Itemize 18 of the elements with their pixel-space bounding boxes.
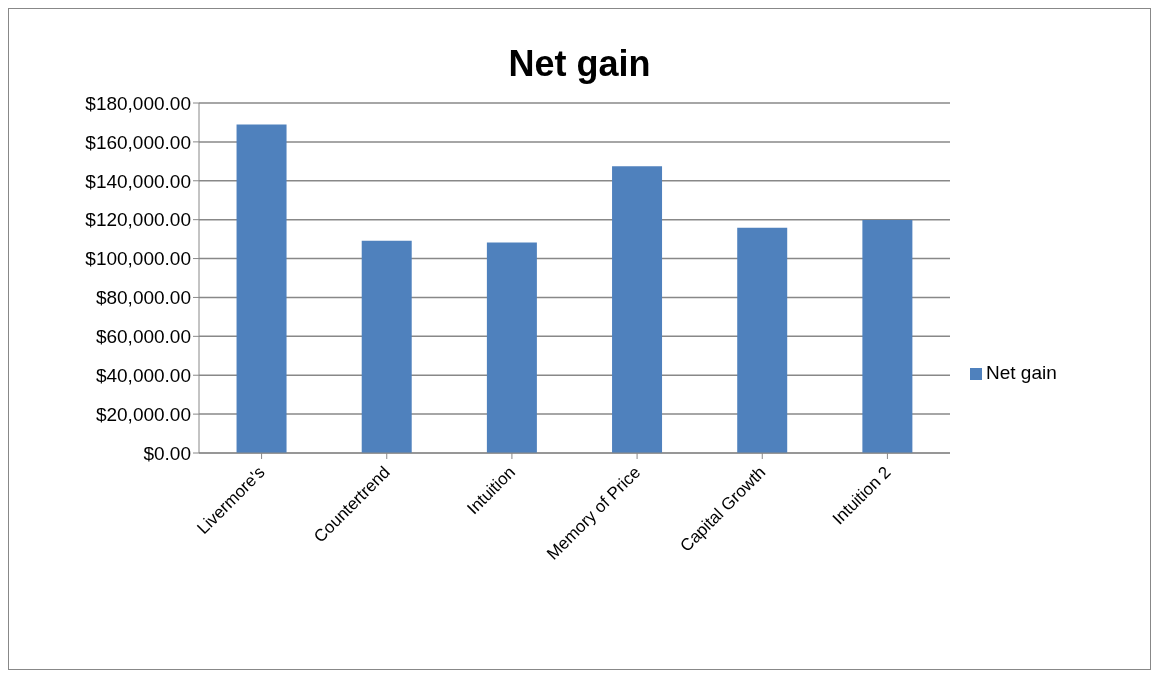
bar — [612, 166, 663, 453]
legend-label: Net gain — [986, 362, 1057, 383]
y-tick-label: $120,000.00 — [85, 209, 191, 231]
y-tick-label: $80,000.00 — [95, 287, 191, 309]
bar — [486, 242, 537, 453]
bar — [862, 220, 913, 453]
y-tick-label: $180,000.00 — [85, 92, 191, 114]
chart-title: Net gain — [507, 43, 652, 86]
y-tick-label: $100,000.00 — [85, 248, 191, 270]
y-tick-label: $140,000.00 — [85, 170, 191, 192]
y-tick-label: $40,000.00 — [95, 364, 191, 386]
y-tick-label: $0.00 — [143, 442, 191, 464]
bar — [236, 124, 287, 453]
y-tick-label: $160,000.00 — [85, 131, 191, 153]
y-tick-label: $60,000.00 — [95, 326, 191, 348]
y-tick-label: $20,000.00 — [95, 403, 191, 425]
bar — [737, 227, 788, 453]
bar — [361, 240, 412, 453]
